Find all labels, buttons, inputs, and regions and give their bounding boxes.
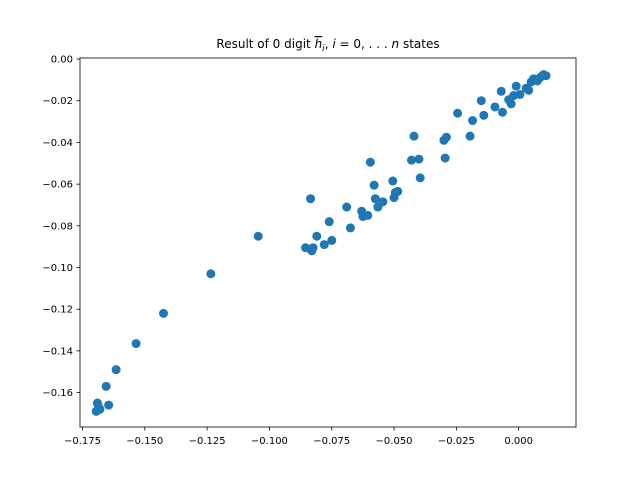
data-point-32 bbox=[393, 186, 403, 196]
title-i-variable: i bbox=[332, 37, 336, 51]
chart-title: Result of 0 digit hi, i = 0, . . . n sta… bbox=[216, 37, 439, 54]
title-prefix: Result of 0 digit bbox=[216, 37, 314, 51]
data-point-40 bbox=[453, 108, 463, 118]
data-point-43 bbox=[476, 96, 486, 106]
data-point-42 bbox=[468, 116, 478, 126]
data-point-35 bbox=[414, 154, 424, 164]
y-tick-label: 0.00 bbox=[51, 55, 73, 66]
data-point-46 bbox=[496, 86, 506, 96]
data-point-9 bbox=[206, 269, 216, 279]
data-point-25 bbox=[369, 180, 379, 190]
data-point-5 bbox=[104, 400, 114, 410]
data-point-3 bbox=[95, 404, 105, 414]
y-tick-label: −0.06 bbox=[42, 180, 73, 191]
data-point-33 bbox=[407, 155, 416, 165]
data-point-12 bbox=[306, 194, 316, 204]
data-point-61 bbox=[541, 71, 551, 81]
title-separator: , bbox=[325, 37, 333, 51]
x-tick-label: −0.025 bbox=[438, 436, 475, 447]
title-suffix: states bbox=[399, 37, 439, 51]
y-tick-label: −0.02 bbox=[42, 96, 73, 107]
data-point-15 bbox=[308, 243, 318, 253]
y-tick-label: −0.16 bbox=[42, 388, 73, 399]
data-point-20 bbox=[345, 223, 355, 233]
x-tick-label: −0.175 bbox=[64, 436, 101, 447]
y-tick-label: −0.10 bbox=[42, 263, 73, 274]
data-point-51 bbox=[511, 81, 521, 91]
data-point-26 bbox=[370, 194, 380, 204]
title-h-subscript: i bbox=[322, 44, 325, 54]
data-point-4 bbox=[101, 381, 111, 391]
data-point-36 bbox=[415, 173, 425, 183]
data-point-34 bbox=[409, 131, 419, 141]
data-point-10 bbox=[253, 231, 263, 241]
data-point-28 bbox=[378, 197, 388, 207]
x-tick-label: 0.000 bbox=[504, 436, 533, 447]
x-tick-label: −0.100 bbox=[251, 436, 288, 447]
data-point-18 bbox=[327, 235, 337, 245]
data-point-41 bbox=[465, 131, 475, 141]
y-tick-label: −0.08 bbox=[42, 221, 73, 232]
data-point-14 bbox=[312, 231, 322, 241]
data-point-49 bbox=[506, 99, 516, 109]
y-tick-label: −0.12 bbox=[42, 305, 73, 316]
title-n-variable: n bbox=[392, 37, 400, 51]
plot-frame bbox=[79, 57, 577, 428]
y-tick-label: −0.14 bbox=[42, 346, 73, 357]
y-axis: 0.00 −0.02 −0.04 −0.06 −0.08 −0.10 −0.12 −0.14 −… bbox=[42, 55, 80, 399]
data-point-39 bbox=[441, 132, 451, 142]
data-point-24 bbox=[365, 157, 375, 167]
x-axis: −0.175 −0.150 −0.125 −0.100 −0.075 −0.050 −0.0… bbox=[64, 427, 533, 447]
data-point-29 bbox=[388, 176, 398, 186]
x-tick-label: −0.075 bbox=[313, 436, 350, 447]
title-h-symbol: h bbox=[315, 37, 323, 51]
data-point-8 bbox=[159, 308, 168, 318]
data-points bbox=[91, 70, 551, 416]
data-point-16 bbox=[319, 240, 329, 250]
x-tick-label: −0.150 bbox=[126, 436, 163, 447]
data-point-7 bbox=[131, 339, 141, 349]
data-point-45 bbox=[490, 102, 500, 112]
x-tick-label: −0.125 bbox=[189, 436, 226, 447]
title-range: = 0, . . . bbox=[336, 37, 392, 51]
data-point-54 bbox=[524, 85, 534, 95]
data-point-38 bbox=[440, 153, 450, 163]
data-point-44 bbox=[479, 110, 489, 120]
data-point-23 bbox=[363, 210, 373, 220]
data-point-47 bbox=[497, 107, 507, 117]
data-point-19 bbox=[342, 202, 352, 212]
data-point-17 bbox=[324, 217, 334, 227]
data-point-6 bbox=[111, 365, 121, 375]
data-point-52 bbox=[515, 89, 525, 99]
y-tick-label: −0.04 bbox=[42, 138, 73, 149]
x-tick-label: −0.050 bbox=[376, 436, 413, 447]
